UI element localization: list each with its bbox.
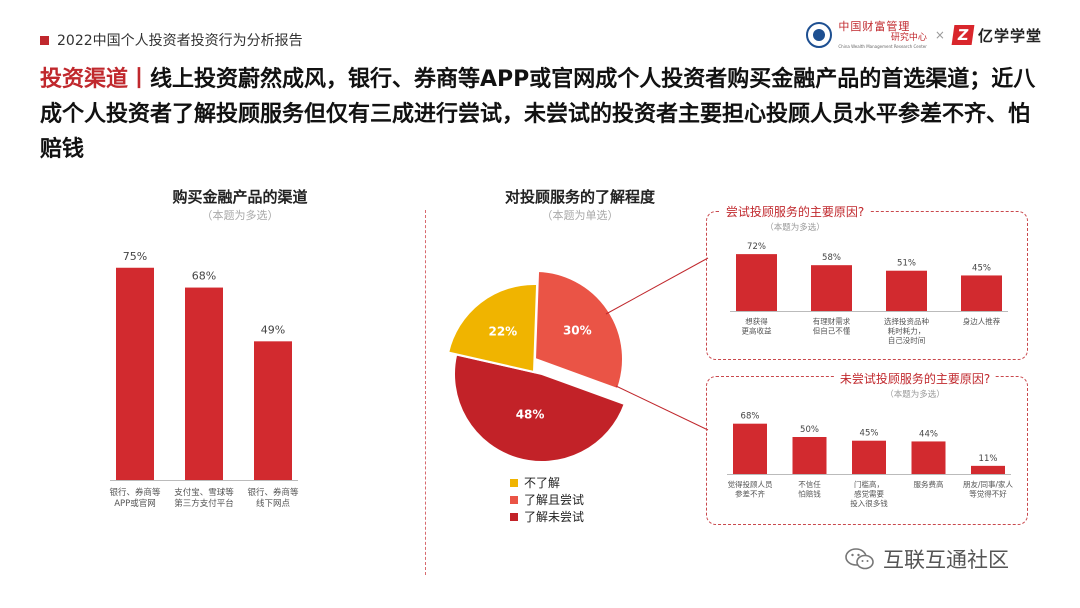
bar-category-label: 线下网点 (256, 498, 291, 509)
pie-slice (533, 270, 624, 391)
bar (733, 423, 767, 474)
header-square-icon (40, 35, 49, 45)
bar-value-label: 58% (822, 253, 841, 263)
reasons-chart-subtitle: （本题为多选） (765, 222, 825, 233)
report-title: 2022中国个人投资者投资行为分析报告 (57, 33, 303, 49)
pie-legend: 不了解 了解且尝试 了解未尝试 (510, 474, 584, 525)
bar-category-label: 耗时耗力， (888, 326, 926, 336)
bar-value-label: 51% (897, 259, 916, 269)
bar-category-label: 朋友/同事/家人 (963, 479, 1014, 489)
bar-value-label: 49% (261, 323, 285, 336)
bar (811, 265, 852, 311)
yixue-logo-name: 亿学学堂 (977, 26, 1042, 45)
wechat-icon (845, 548, 874, 570)
legend-label: 不了解 (524, 476, 561, 490)
bar-category-label: 身边人推荐 (963, 316, 1001, 326)
pie-slice-label: 48% (516, 408, 545, 422)
bar-category-label: 等觉得不好 (969, 489, 1007, 499)
bar (911, 441, 946, 474)
bar (971, 465, 1005, 474)
watermark-text: 互联互通社区 (883, 548, 1009, 572)
bar-category-label: 感觉需要 (854, 489, 884, 499)
logo-bar: 中国财富管理 研究中心 China Wealth Management Rese… (806, 20, 1042, 50)
pie-slice-label: 30% (563, 323, 592, 337)
headline-keyword: 投资渠道 (40, 67, 129, 92)
bar-category-label: 参差不齐 (735, 489, 765, 499)
bar-value-label: 75% (123, 250, 147, 263)
legend-swatch (510, 478, 518, 487)
bar (886, 270, 927, 311)
pie-slice-label: 22% (488, 325, 517, 339)
bar-value-label: 72% (747, 242, 766, 252)
bar-category-label: 门槛高， (854, 479, 884, 489)
bar (254, 341, 292, 480)
title-mask (720, 203, 870, 220)
bar-value-label: 11% (979, 454, 998, 464)
bar-category-label: 投入很多钱 (850, 498, 888, 508)
legend-item-tried: 了解且尝试 (510, 491, 584, 508)
bar-category-label: 银行、券商等 (247, 487, 299, 498)
logo-separator: × (934, 28, 945, 42)
awareness-chart-title: 对投顾服务的了解程度 (504, 188, 655, 206)
cwm-logo-line2: 研究中心 (890, 33, 927, 43)
panel-divider (425, 210, 426, 575)
title-mask (834, 370, 996, 387)
legend-label: 了解且尝试 (524, 493, 585, 507)
bar-category-label: 银行、券商等 (109, 487, 161, 498)
bar (736, 254, 777, 311)
bar (961, 275, 1002, 311)
legend-swatch (510, 495, 518, 504)
bar-category-label: 更高收益 (742, 326, 772, 336)
pie-slice (446, 283, 539, 374)
legend-item-not-tried: 了解未尝试 (510, 508, 584, 525)
cwm-logo-en: China Wealth Management Research Center (838, 44, 927, 49)
bar-value-label: 50% (800, 425, 819, 435)
awareness-chart-subtitle: （本题为单选） (541, 209, 619, 222)
cwm-logo: 中国财富管理 研究中心 China Wealth Management Rese… (806, 21, 927, 49)
legend-item-not-aware: 不了解 (510, 474, 584, 491)
yixue-logo: Z 亿学学堂 (951, 25, 1042, 46)
bar-category-label: 有理财需求 (813, 316, 851, 326)
bar-category-label: 支付宝、雪球等 (174, 487, 234, 498)
bar-value-label: 45% (972, 263, 991, 273)
pie-slice (453, 353, 626, 463)
bar (792, 437, 827, 474)
bar-category-label: 不信任 (798, 479, 821, 489)
bar-category-label: 选择投资品种 (884, 316, 929, 326)
headline-separator: 丨 (128, 67, 151, 92)
bar-category-label: 自己没时间 (888, 335, 926, 345)
bar-category-label: 怕赔钱 (798, 489, 821, 499)
reasons-chart-subtitle: （本题为多选） (885, 389, 945, 400)
reasons-chart-title: 尝试投顾服务的主要原因? (726, 204, 864, 219)
bar-category-label: 觉得投顾人员 (728, 479, 773, 489)
watermark: 互联互通社区 (845, 544, 1009, 574)
pie-connector-line (605, 257, 709, 315)
report-header: 2022中国个人投资者投资行为分析报告 (40, 30, 303, 50)
bar-value-label: 68% (741, 412, 760, 422)
bar-category-label: 第三方支付平台 (174, 498, 234, 509)
bar (852, 440, 886, 474)
globe-seal-icon (806, 22, 833, 48)
pie-connector-line (615, 385, 709, 431)
cwm-logo-line1: 中国财富管理 (838, 20, 911, 33)
bar-category-label: APP或官网 (114, 498, 156, 509)
reasons-chart-title: 未尝试投顾服务的主要原因? (840, 371, 990, 386)
bar-value-label: 68% (192, 270, 216, 283)
bar-value-label: 45% (860, 429, 879, 439)
headline-text: 线上投资蔚然成风，银行、券商等APP或官网成个人投资者购买金融产品的首选渠道；近… (40, 67, 1036, 162)
legend-swatch (510, 512, 518, 521)
legend-label: 了解未尝试 (524, 510, 585, 524)
bar (116, 267, 154, 480)
channels-chart-subtitle: （本题为多选） (201, 209, 279, 222)
headline: 投资渠道丨线上投资蔚然成风，银行、券商等APP或官网成个人投资者购买金融产品的首… (40, 62, 1045, 167)
bar-value-label: 44% (919, 429, 938, 439)
bar (185, 287, 223, 480)
bar-category-label: 想获得 (745, 316, 768, 326)
channels-chart-title: 购买金融产品的渠道 (172, 188, 308, 206)
bar-category-label: 服务费高 (914, 479, 944, 489)
bar-category-label: 但自己不懂 (813, 326, 851, 336)
